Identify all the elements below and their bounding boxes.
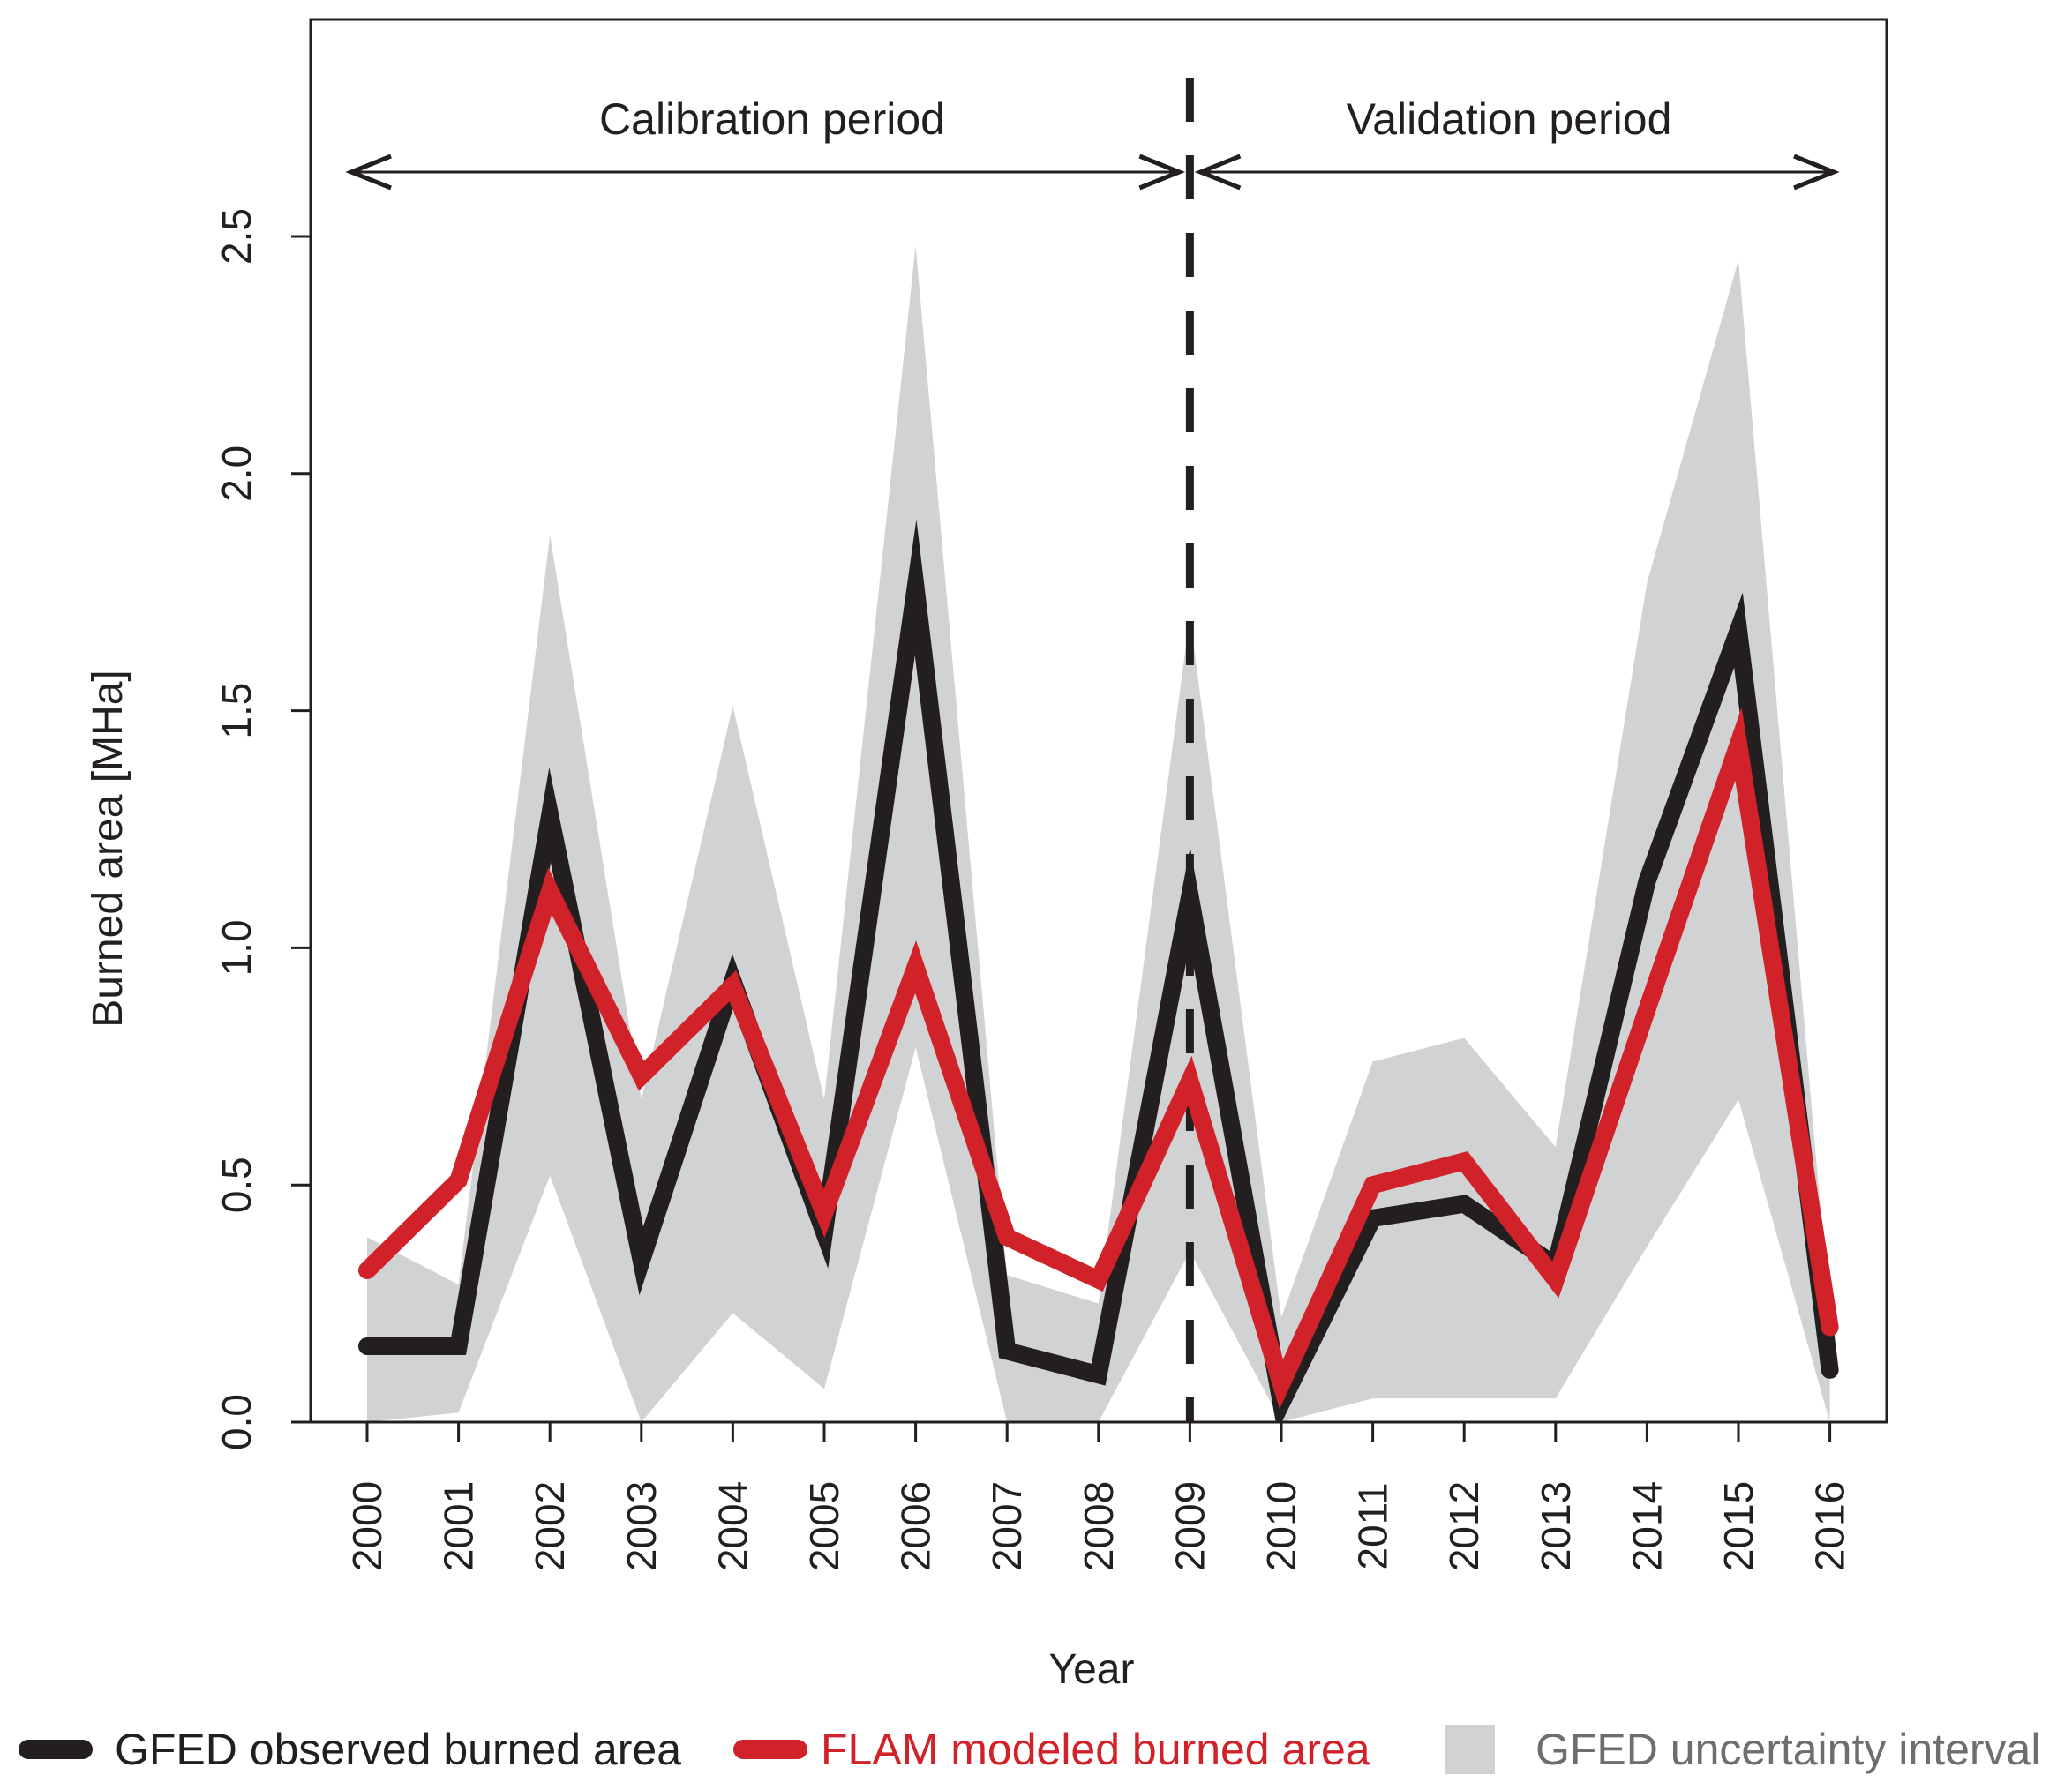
x-tick-label: 2009: [1167, 1481, 1212, 1571]
validation-period-label: Validation period: [1347, 94, 1672, 144]
y-tick-label: 0.5: [214, 1157, 259, 1213]
x-tick-label: 2003: [619, 1481, 664, 1571]
y-tick-label: 1.0: [214, 919, 259, 976]
x-tick-label: 2001: [436, 1481, 482, 1571]
x-tick-label: 2014: [1624, 1481, 1670, 1571]
x-tick-label: 2006: [893, 1481, 939, 1571]
x-tick-label: 2005: [801, 1481, 847, 1571]
x-tick-label: 2004: [709, 1481, 755, 1571]
legend-item: GFED uncertainty interval: [1445, 1725, 2040, 1774]
legend-label: GFED observed burned area: [115, 1725, 681, 1774]
x-tick-label: 2013: [1533, 1481, 1579, 1571]
y-tick-label: 1.5: [214, 683, 259, 739]
y-axis: 0.0 0.5 1.0 1.5 2.0 2.5: [214, 208, 311, 1450]
x-tick-label: 2012: [1441, 1481, 1487, 1571]
uncertainty-band-layer: [367, 245, 1830, 1422]
legend-item: GFED observed burned area: [19, 1725, 681, 1774]
x-tick-label: 2015: [1715, 1481, 1761, 1571]
y-tick-label: 2.5: [214, 208, 259, 265]
legend-label: GFED uncertainty interval: [1535, 1725, 2040, 1774]
y-tick-label: 0.0: [214, 1394, 259, 1450]
series-line-layer: [358, 519, 1839, 1422]
validation-period-arrow: [1194, 154, 1840, 191]
x-tick-label: 2000: [344, 1481, 390, 1571]
legend: GFED observed burned area FLAM modeled bu…: [19, 1725, 2040, 1774]
period-annotations: Calibration period Validation period: [345, 94, 1840, 191]
x-tick-label: 2008: [1076, 1481, 1122, 1571]
calibration-period-arrow: [345, 154, 1186, 191]
y-tick-label: 2.0: [214, 446, 259, 502]
series-line-gfed-observed: [358, 519, 1839, 1422]
x-tick-label: 2002: [527, 1481, 573, 1571]
x-axis-title: Year: [1049, 1646, 1135, 1693]
uncertainty-band: [367, 245, 1830, 1422]
x-tick-label: 2007: [984, 1481, 1030, 1571]
x-tick-label: 2016: [1807, 1481, 1853, 1571]
x-tick-label: 2010: [1258, 1481, 1304, 1571]
legend-item: FLAM modeled burned area: [733, 1725, 1370, 1774]
x-tick-label: 2011: [1350, 1483, 1396, 1570]
series-line-flam-modeled: [358, 707, 1839, 1410]
legend-label: FLAM modeled burned area: [821, 1725, 1370, 1774]
x-axis: 2000 2001 2002 2003 2004 2005 2006 2007 2008 2009…: [344, 1422, 1853, 1571]
legend-swatch: [1445, 1725, 1495, 1774]
calibration-period-label: Calibration period: [599, 94, 945, 144]
y-axis-title: Burned area [MHa]: [85, 670, 131, 1028]
